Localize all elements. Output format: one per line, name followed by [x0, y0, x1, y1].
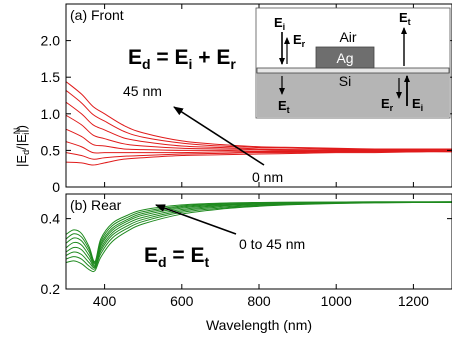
front-trend-arrow — [173, 106, 265, 166]
front-equation: Ed = Ei + Er — [128, 46, 236, 72]
oxide-layer — [256, 67, 450, 74]
rear-y-tick-label: 0.4 — [41, 211, 61, 227]
rear-series-group — [66, 201, 452, 273]
rear-series-line-6 — [66, 201, 452, 264]
rear-plot-frame — [65, 193, 452, 290]
front-y-tick-label: 2.0 — [41, 33, 61, 49]
rear-series-line-7 — [66, 201, 452, 263]
inset-schematic: Air Ag Si Ei Er Et Et Er Ei — [255, 7, 451, 119]
front-series-line-5 — [66, 101, 452, 151]
front-series-line-0 — [66, 151, 452, 166]
x-tick-label: 400 — [93, 293, 117, 309]
label-er-rear: Er — [381, 96, 394, 113]
ag-label: Ag — [336, 50, 353, 66]
air-label: Air — [339, 29, 356, 45]
label-et-rear: Et — [399, 10, 411, 27]
front-series-line-7 — [66, 81, 452, 150]
front-y-tick-label: 0.5 — [41, 142, 61, 158]
panel-front: 0 0.5 1.0 1.5 2.0 (a) Front Ed = Ei + Er 45 … — [41, 3, 452, 195]
rear-y-ticks: 0.2 0.4 — [41, 194, 452, 297]
label-ei-rear: Ei — [412, 96, 423, 113]
front-y-tick-label: 1.5 — [41, 69, 61, 85]
x-tick-label: 1000 — [321, 293, 352, 309]
front-series-line-2 — [66, 141, 452, 154]
x-tick-label: 600 — [170, 293, 194, 309]
front-series-line-1 — [66, 150, 452, 160]
rear-y-tick-label: 0.2 — [41, 281, 61, 297]
y-axis-label: |Ed/|ENi|) — [12, 125, 31, 167]
front-plot-frame — [65, 3, 452, 188]
front-series-line-4 — [66, 114, 452, 151]
rear-annotation: 0 to 45 nm — [239, 236, 305, 252]
x-axis-label: Wavelength (nm) — [206, 317, 312, 333]
front-panel-label: (a) Front — [70, 7, 124, 23]
rear-x-ticks: 400 600 800 1000 1200 — [93, 293, 429, 309]
front-annotation-45nm: 45 nm — [123, 83, 162, 99]
si-layer — [257, 73, 449, 117]
front-series-group — [66, 81, 452, 166]
rear-trend-arrow — [155, 204, 237, 235]
rear-series-line-3 — [66, 201, 452, 267]
front-y-tick-label: 1.0 — [41, 106, 61, 122]
front-y-tick-label: 0 — [52, 179, 60, 195]
x-tick-label: 800 — [247, 293, 271, 309]
label-ei-top: Ei — [274, 15, 285, 32]
panel-rear: 0.2 0.4 400 600 800 1000 1200 (b) Rear Ed = E… — [41, 193, 452, 333]
x-tick-label: 1200 — [398, 293, 429, 309]
rear-equation: Ed = Et — [144, 244, 210, 270]
label-er-top: Er — [293, 32, 306, 49]
ag-particle — [315, 46, 375, 69]
front-annotation-0nm: 0 nm — [252, 169, 283, 185]
label-et-front: Et — [278, 98, 290, 115]
rear-panel-label: (b) Rear — [70, 197, 122, 213]
si-label: Si — [339, 73, 351, 89]
